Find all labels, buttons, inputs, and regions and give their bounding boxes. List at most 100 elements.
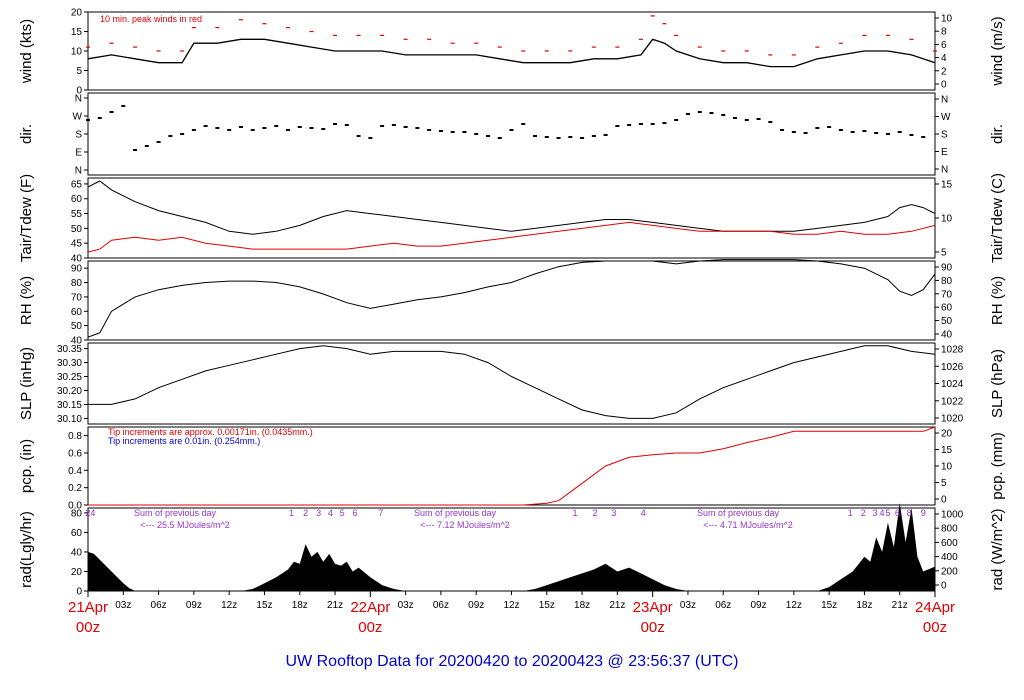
dir-point	[356, 135, 361, 137]
slp-ytick-label: 30.35	[57, 344, 82, 355]
dir-point	[850, 131, 855, 133]
slp-ytick-label: 30.20	[57, 386, 82, 397]
temp-right-tick-label: 10	[941, 214, 953, 225]
rad-ytick-label: 20	[71, 567, 83, 578]
dir-point	[474, 133, 479, 135]
panel-pcp: 0.0 0.2 0.4 0.6 0.8 0 5 10 15 20 pcp. (in) pcp. (mm…	[18, 426, 1006, 512]
x-tick-label: 12z	[786, 600, 802, 611]
dir-point	[909, 134, 914, 136]
dir-point	[203, 125, 208, 127]
dir-point	[885, 133, 890, 135]
wind-frame	[87, 11, 936, 91]
dir-point	[533, 135, 538, 137]
rh-right-tick-label: 60	[941, 303, 953, 314]
pcp-right-tick-label: 0	[941, 495, 947, 506]
radiation-hour-mark: 3	[611, 508, 616, 518]
wind-right-tick-label: 0	[941, 80, 947, 91]
dir-point	[144, 145, 149, 147]
rh-right-tick-label: 50	[941, 316, 953, 327]
radiation-hour-mark: 4	[328, 508, 333, 518]
temp-right-tick-label: 15	[941, 180, 953, 191]
x-tick-label: 03z	[115, 600, 131, 611]
dir-point	[297, 126, 302, 128]
slp-frame	[87, 342, 936, 425]
radiation-hour-mark: 1	[289, 508, 294, 518]
dir-point	[544, 136, 549, 138]
dir-point	[227, 129, 232, 131]
rh-right-tick-label: 90	[941, 263, 953, 274]
day-label-date: 21Apr	[68, 599, 108, 616]
pcp-ytick-label: 0.6	[68, 449, 82, 460]
dir-right-tick-label: W	[941, 112, 951, 123]
radiation-hour-mark: 3	[872, 508, 877, 518]
radiation-hour-mark: 5	[340, 508, 345, 518]
pcp-ytick-label: 0.4	[68, 466, 82, 477]
dir-point	[262, 127, 267, 129]
dir-point	[168, 135, 173, 137]
pcp-pcp-line	[88, 426, 936, 506]
x-tick-label: 15z	[539, 600, 555, 611]
radiation-summary-value: <--- 7.12 MJoules/m^2	[420, 520, 510, 530]
x-tick-label: 03z	[680, 600, 696, 611]
temp-frame	[87, 177, 936, 259]
temp-right-tick-label: 5	[941, 248, 947, 259]
radiation-hour-mark: 2	[861, 508, 866, 518]
wind-ytick-label: 20	[71, 8, 83, 19]
rh-ytick-label: 60	[71, 307, 83, 318]
rad-ytick-label: 0	[76, 587, 82, 598]
dir-right-tick-label: N	[941, 95, 948, 106]
rh-ylabel-right: RH (%)	[989, 276, 1006, 325]
x-tick-label: 15z	[256, 600, 272, 611]
dir-point	[321, 128, 326, 130]
slp-ylabel-right: SLP (hPa)	[989, 349, 1006, 418]
dir-point	[368, 137, 373, 139]
chart-title: UW Rooftop Data for 20200420 to 20200423…	[286, 653, 739, 670]
rh-ytick-label: 50	[71, 321, 83, 332]
dir-point	[380, 125, 385, 127]
dir-ytick-label: S	[75, 130, 82, 141]
dir-point	[509, 129, 514, 131]
dir-point	[580, 137, 585, 139]
dir-ytick-label: N	[75, 166, 82, 177]
slp-right-tick-label: 1022	[941, 396, 964, 407]
slp-slp-line	[88, 345, 936, 419]
dir-point	[803, 132, 808, 134]
dir-point	[568, 136, 573, 138]
x-tick-label: 09z	[468, 600, 484, 611]
x-tick-label: 06z	[715, 600, 731, 611]
dir-point	[403, 126, 408, 128]
day-label-date: 24Apr	[915, 599, 955, 616]
slp-right-tick-label: 1020	[941, 414, 964, 425]
x-axis: 03z 06z 09z 12z 15z 18z 21z 03z 06z 09z 12z 15z 18z 2…	[68, 591, 955, 636]
x-tick-label: 12z	[221, 600, 237, 611]
rh-ytick-label: 80	[71, 278, 83, 289]
dir-point	[615, 125, 620, 127]
dir-point	[744, 119, 749, 121]
pcp-ylabel-right: pcp. (mm)	[989, 432, 1006, 500]
rh-right-tick-label: 70	[941, 289, 953, 300]
dir-point	[497, 137, 502, 139]
panel-rh: 40 50 60 70 80 90 40 50 60 70 80 90 RH (%) RH (%)	[18, 259, 1006, 347]
dir-point	[721, 114, 726, 116]
pcp-ytick-label: 0.8	[68, 431, 82, 442]
slp-right-tick-label: 1026	[941, 362, 964, 373]
radiation-hour-mark: 24	[85, 508, 95, 518]
dir-point	[97, 117, 102, 119]
pcp-ytick-label: 0.2	[68, 483, 82, 494]
day-label-date: 22Apr	[350, 599, 390, 616]
x-tick-label: 06z	[151, 600, 167, 611]
dir-right-tick-label: E	[941, 147, 948, 158]
rad-ytick-label: 40	[71, 547, 83, 558]
x-tick-label: 21z	[609, 600, 625, 611]
dir-point	[191, 129, 196, 131]
dir-point	[733, 117, 738, 119]
x-tick-label: 09z	[750, 600, 766, 611]
dir-point	[485, 135, 490, 137]
dir-point	[250, 129, 255, 131]
dir-point	[556, 137, 561, 139]
x-tick-label: 06z	[433, 600, 449, 611]
dir-point	[827, 126, 832, 128]
radiation-summary-value: <--- 4.71 MJoules/m^2	[703, 520, 793, 530]
